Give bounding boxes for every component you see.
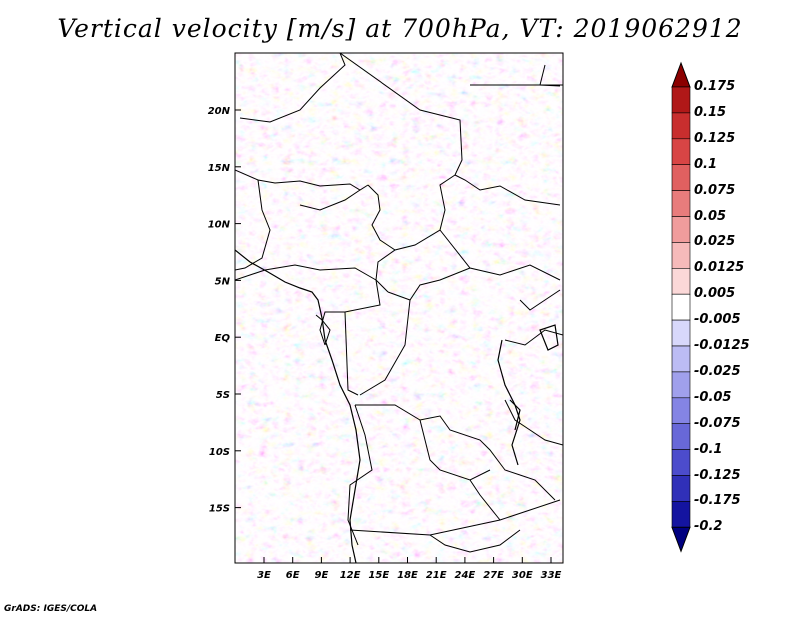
credit-text: GrADS: IGES/COLA xyxy=(4,604,98,614)
colorbar-segment xyxy=(671,86,691,114)
colorbar-segment xyxy=(671,449,691,476)
lat-tick-label: 5N xyxy=(215,276,231,287)
colorbar-label: 0.075 xyxy=(694,182,736,198)
colorbar-segment xyxy=(671,138,691,166)
colorbar-segment xyxy=(671,475,691,502)
lon-tick-label: 18E xyxy=(397,570,418,581)
colorbar-label: 0.0125 xyxy=(694,260,745,276)
colorbar xyxy=(671,61,691,553)
colorbar-segment xyxy=(671,190,691,217)
colorbar-label: -0.2 xyxy=(694,519,723,535)
colorbar-label: -0.005 xyxy=(694,312,741,328)
map-title: Vertical velocity [m/s] at 700hPa, VT: 2… xyxy=(57,14,743,43)
lon-tick-label: 3E xyxy=(257,570,271,581)
colorbar-segment xyxy=(671,501,691,528)
coastline xyxy=(235,249,559,563)
colorbar-label: -0.075 xyxy=(694,415,741,431)
colorbar-label: 0.15 xyxy=(694,104,727,120)
lat-tick-label: 10S xyxy=(209,447,230,458)
latitude-axis: 20N 15N 10N 5N EQ 5S 10S 15S xyxy=(208,106,241,515)
colorbar-segment xyxy=(671,216,691,243)
colorbar-label: -0.175 xyxy=(694,493,741,509)
colorbar-segment xyxy=(671,397,691,424)
lat-tick-label: EQ xyxy=(215,333,231,344)
colorbar-label: -0.025 xyxy=(694,363,741,379)
colorbar-segment xyxy=(671,423,691,450)
lat-tick-label: 15S xyxy=(209,504,230,515)
colorbar-segment xyxy=(671,112,691,140)
velocity-field xyxy=(235,53,563,563)
lon-tick-label: 9E xyxy=(315,570,329,581)
longitude-axis: 3E 6E 9E 12E 15E 18E 21E 24E 27E 30E 33E xyxy=(257,557,562,581)
colorbar-max-arrow xyxy=(671,61,691,88)
lon-tick-label: 27E xyxy=(483,570,504,581)
lon-tick-label: 24E xyxy=(455,570,476,581)
colorbar-segment xyxy=(671,371,691,399)
country-borders xyxy=(235,53,563,553)
colorbar-label: 0.025 xyxy=(694,234,736,250)
colorbar-label: 0.175 xyxy=(694,79,736,94)
lon-tick-label: 15E xyxy=(368,570,389,581)
colorbar-segment xyxy=(671,164,691,191)
lat-tick-label: 15N xyxy=(208,163,231,174)
colorbar-label: -0.05 xyxy=(694,389,732,405)
colorbar-label: 0.005 xyxy=(694,286,736,302)
colorbar-segment xyxy=(671,293,691,321)
colorbar-label: 0.05 xyxy=(694,208,727,224)
lat-tick-label: 20N xyxy=(208,106,231,117)
colorbar-segment xyxy=(671,345,691,373)
lon-tick-label: 33E xyxy=(541,570,562,581)
colorbar-min-arrow xyxy=(671,526,691,553)
lon-tick-label: 30E xyxy=(512,570,533,581)
colorbar-segment xyxy=(671,319,691,347)
lon-tick-label: 12E xyxy=(340,570,361,581)
map-frame xyxy=(234,52,564,564)
colorbar-segment xyxy=(671,267,691,295)
colorbar-label: 0.1 xyxy=(694,156,718,172)
lat-tick-label: 10N xyxy=(208,220,231,231)
colorbar-segment xyxy=(671,242,691,269)
colorbar-label: -0.0125 xyxy=(694,338,750,353)
lon-tick-label: 6E xyxy=(286,570,300,581)
colorbar-label: -0.1 xyxy=(694,441,723,457)
colorbar-label: 0.125 xyxy=(694,130,736,146)
colorbar-label: -0.125 xyxy=(694,467,741,483)
lon-tick-label: 21E xyxy=(426,570,447,581)
lat-tick-label: 5S xyxy=(216,390,230,401)
